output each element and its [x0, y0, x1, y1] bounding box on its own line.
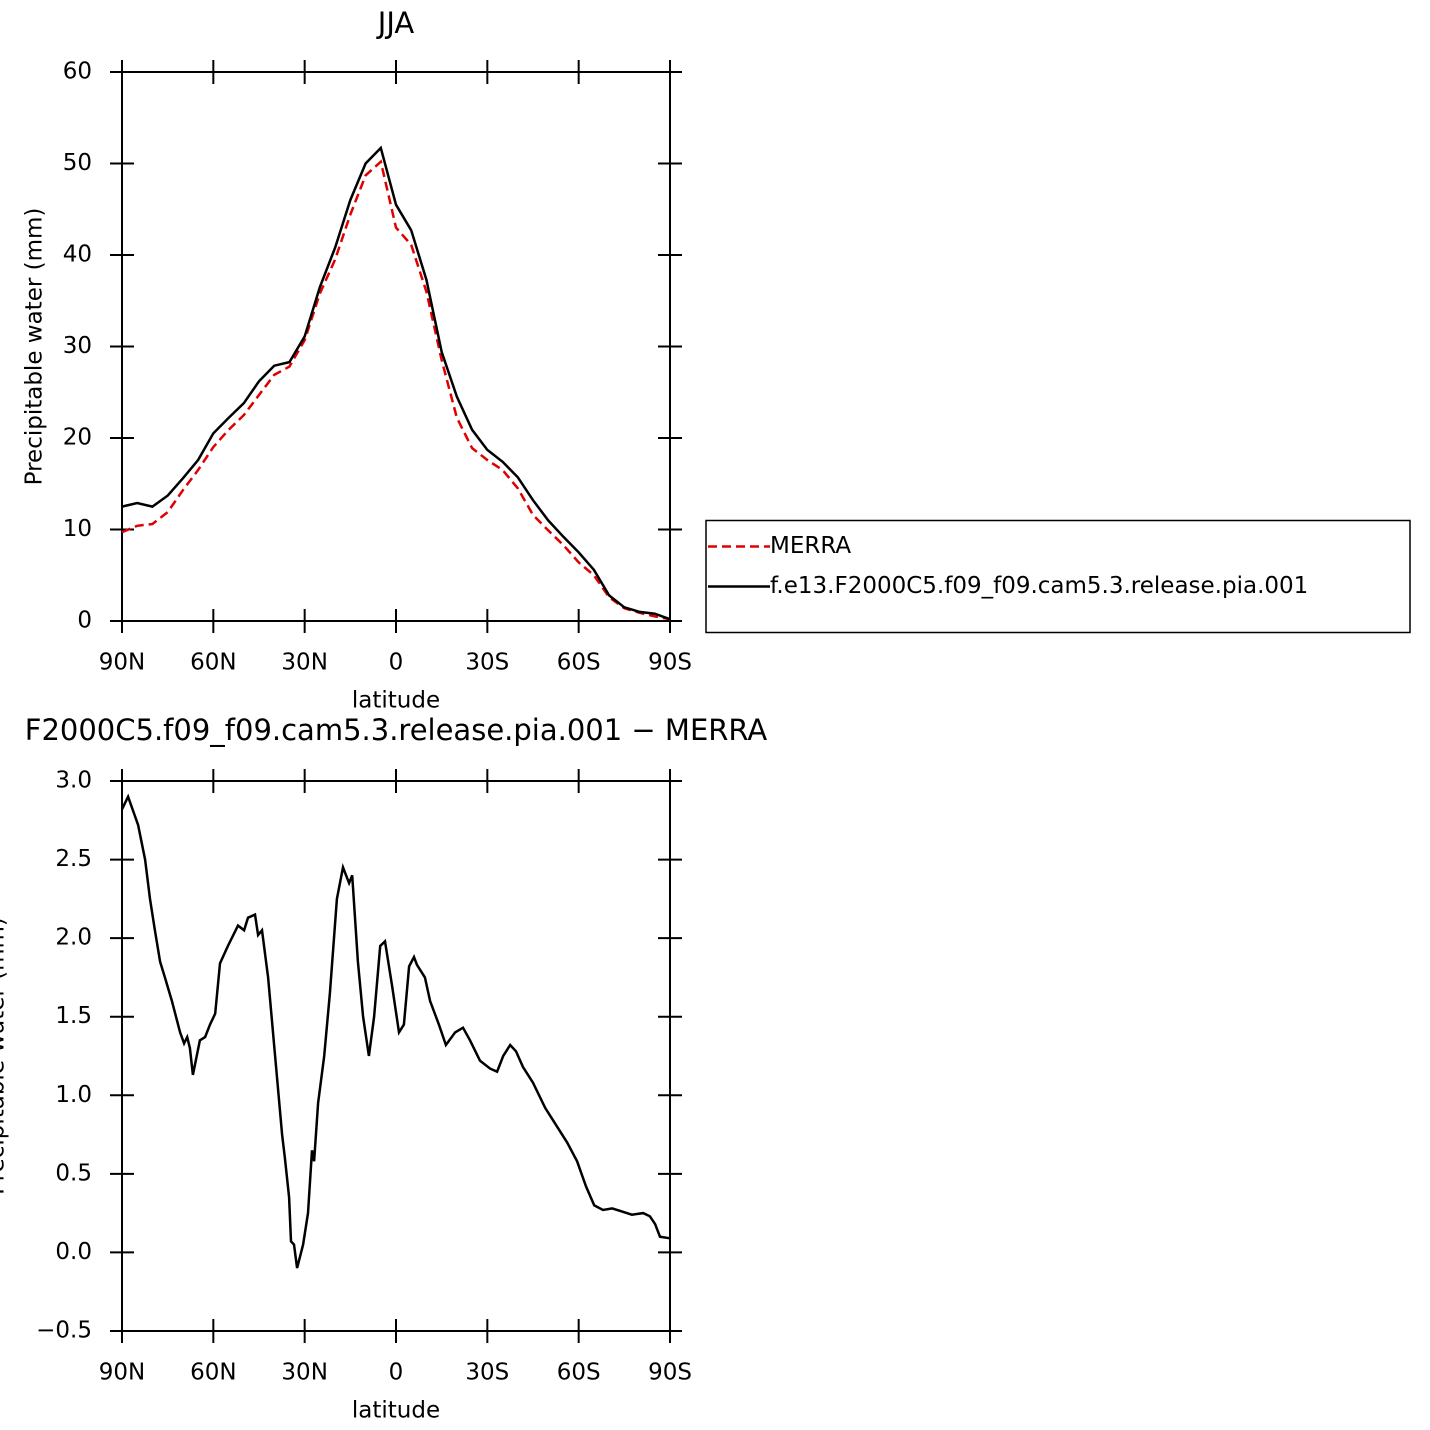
chart-title: F2000C5.f09_f09.cam5.3.release.pia.001 −…: [25, 713, 768, 747]
data-line: [121, 159, 671, 621]
plot-frame: [121, 780, 671, 1332]
x-tick-label: 30N: [281, 1360, 327, 1386]
y-tick-label: 10: [63, 516, 92, 542]
y-tick-label: 3.0: [55, 768, 92, 794]
plot-frame: [121, 71, 671, 622]
y-tick-label: 0: [77, 608, 92, 634]
x-tick-label: 30S: [465, 1360, 509, 1386]
y-tick-label: 20: [63, 425, 92, 451]
legend: MERRA f.e13.F2000C5.f09_f09.cam5.3.releas…: [705, 519, 1411, 634]
x-tick-label: 90S: [648, 650, 692, 676]
x-tick-label: 60N: [190, 650, 236, 676]
y-tick-label: 1.5: [55, 1003, 92, 1029]
y-tick-label: 40: [63, 242, 92, 268]
legend-label: MERRA: [770, 533, 851, 559]
y-tick-label: 30: [63, 333, 92, 359]
data-line: [120, 793, 671, 1269]
y-tick-label: 2.0: [55, 925, 92, 951]
y-tick-label: 60: [63, 59, 92, 85]
x-tick-label: 90S: [648, 1360, 692, 1386]
y-axis-label: Precipitable water (mm): [0, 917, 10, 1195]
legend-box: [705, 519, 1411, 634]
x-tick-label: 60S: [557, 650, 601, 676]
x-axis-label: latitude: [352, 688, 440, 714]
chart-title: JJA: [376, 6, 415, 40]
x-tick-label: 0: [389, 1360, 404, 1386]
legend-label: f.e13.F2000C5.f09_f09.cam5.3.release.pia…: [770, 573, 1308, 599]
x-tick-label: 30N: [281, 650, 327, 676]
y-tick-label: 50: [63, 150, 92, 176]
x-tick-label: 30S: [465, 650, 509, 676]
x-tick-label: 60N: [190, 1360, 236, 1386]
y-axis-label: Precipitable water (mm): [22, 208, 48, 486]
y-tick-label: 0.5: [55, 1160, 92, 1186]
y-tick-label: 1.0: [55, 1082, 92, 1108]
x-tick-label: 90N: [99, 1360, 145, 1386]
x-tick-label: 0: [389, 650, 404, 676]
data-line: [121, 145, 671, 621]
x-axis-label: latitude: [352, 1398, 440, 1424]
x-tick-label: 90N: [99, 650, 145, 676]
y-tick-label: 0.0: [55, 1239, 92, 1265]
y-tick-label: −0.5: [36, 1318, 92, 1344]
y-tick-label: 2.5: [55, 846, 92, 872]
x-tick-label: 60S: [557, 1360, 601, 1386]
